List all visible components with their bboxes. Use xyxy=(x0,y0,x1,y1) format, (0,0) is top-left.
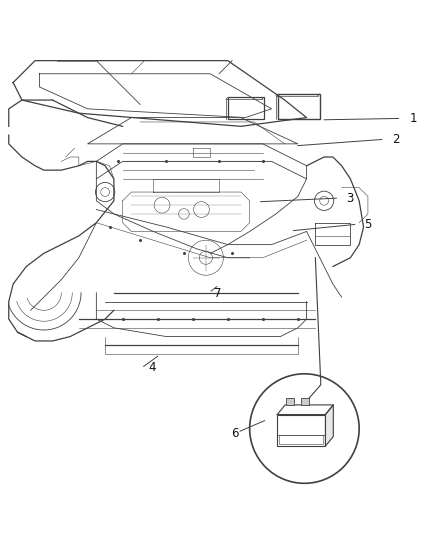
Text: 2: 2 xyxy=(392,133,399,146)
Text: 5: 5 xyxy=(364,218,372,231)
Text: 6: 6 xyxy=(231,427,239,440)
Text: 1: 1 xyxy=(410,112,417,125)
Bar xyxy=(301,398,309,405)
Bar xyxy=(228,98,264,119)
Text: 7: 7 xyxy=(214,287,221,300)
Polygon shape xyxy=(277,405,333,415)
Bar xyxy=(279,435,323,444)
Bar xyxy=(286,398,294,405)
Bar xyxy=(278,94,320,119)
Polygon shape xyxy=(325,405,333,446)
Bar xyxy=(277,415,325,446)
Text: 4: 4 xyxy=(148,361,155,374)
Text: 3: 3 xyxy=(346,192,353,205)
